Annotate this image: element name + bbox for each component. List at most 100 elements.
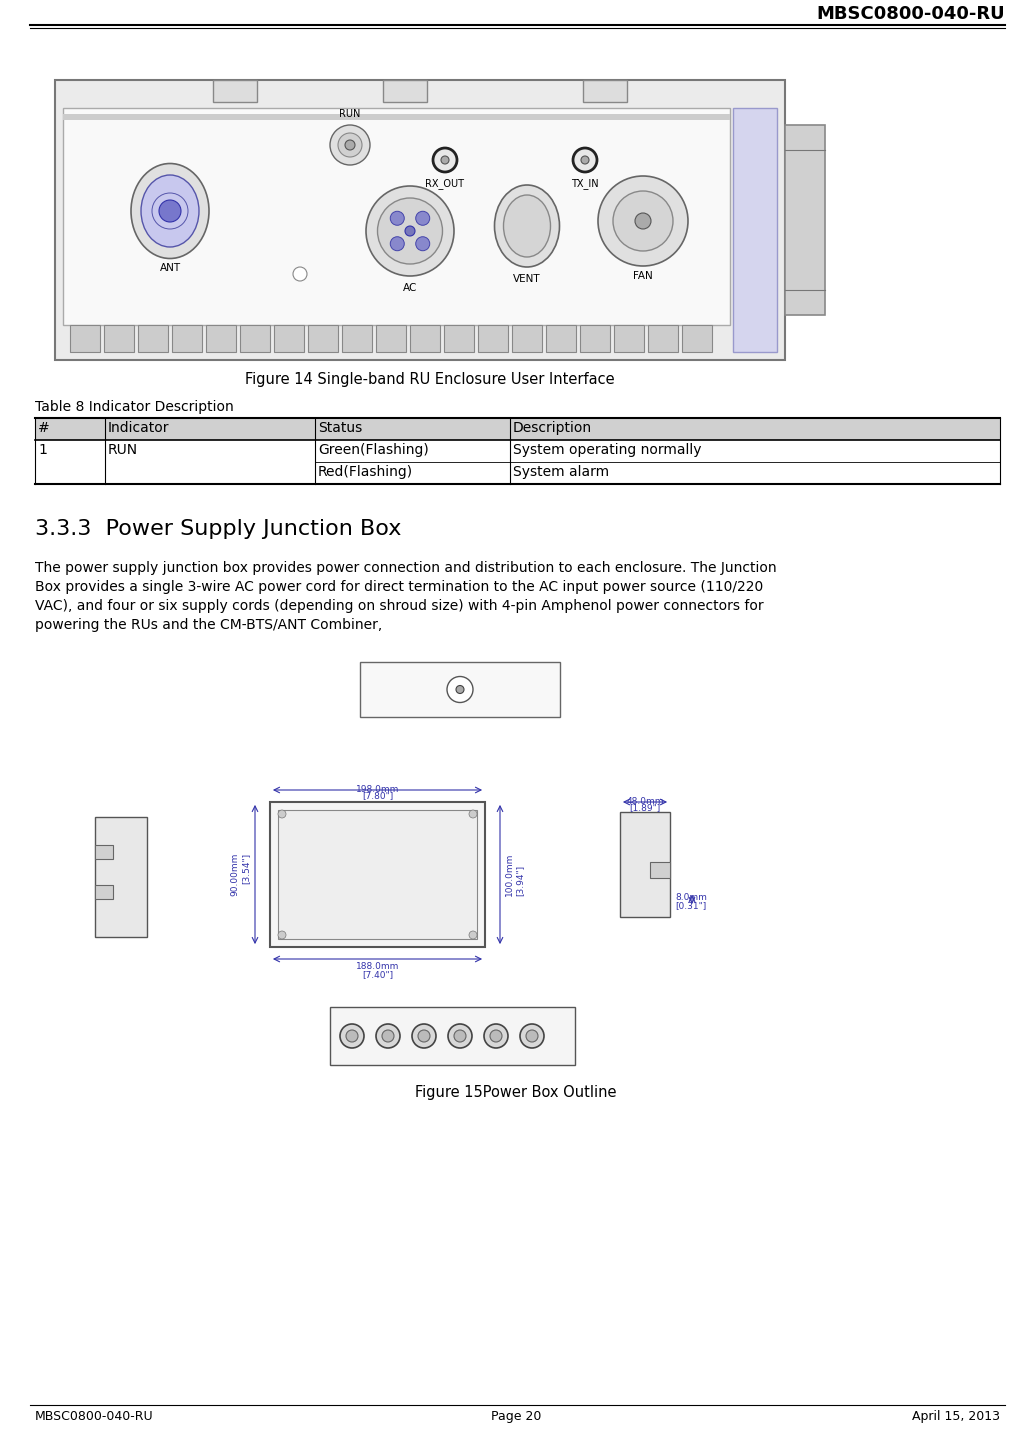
Text: AC: AC xyxy=(402,283,417,293)
Bar xyxy=(95,845,114,859)
Circle shape xyxy=(447,676,473,702)
Bar xyxy=(580,325,610,352)
Bar xyxy=(270,802,485,947)
Ellipse shape xyxy=(131,163,209,259)
Bar xyxy=(138,325,168,352)
Text: RX_OUT: RX_OUT xyxy=(425,177,464,189)
Text: 90.00mm
[3.54"]: 90.00mm [3.54"] xyxy=(230,852,250,897)
Circle shape xyxy=(390,212,405,226)
Text: RUN: RUN xyxy=(108,443,138,458)
Text: Description: Description xyxy=(513,420,592,435)
Bar xyxy=(240,325,270,352)
Bar xyxy=(546,325,576,352)
Circle shape xyxy=(382,1030,394,1042)
Text: The power supply junction box provides power connection and distribution to each: The power supply junction box provides p… xyxy=(35,561,777,575)
Ellipse shape xyxy=(504,194,550,257)
Bar xyxy=(342,325,372,352)
Bar xyxy=(444,325,474,352)
Circle shape xyxy=(330,124,370,164)
Text: April 15, 2013: April 15, 2013 xyxy=(912,1410,1000,1423)
Bar xyxy=(682,325,712,352)
Circle shape xyxy=(573,147,596,172)
Text: Indicator: Indicator xyxy=(108,420,169,435)
Circle shape xyxy=(484,1024,508,1048)
Bar xyxy=(35,418,1000,440)
Circle shape xyxy=(581,156,589,164)
Text: Status: Status xyxy=(318,420,362,435)
Circle shape xyxy=(390,237,405,250)
Bar xyxy=(206,325,236,352)
Text: VAC), and four or six supply cords (depending on shroud size) with 4-pin Ampheno: VAC), and four or six supply cords (depe… xyxy=(35,599,764,613)
Circle shape xyxy=(405,226,415,236)
Circle shape xyxy=(159,200,181,222)
Text: Red(Flashing): Red(Flashing) xyxy=(318,465,413,479)
Circle shape xyxy=(418,1030,430,1042)
Bar xyxy=(308,325,338,352)
Text: powering the RUs and the CM-BTS/ANT Combiner,: powering the RUs and the CM-BTS/ANT Comb… xyxy=(35,618,382,632)
Text: VENT: VENT xyxy=(513,275,541,285)
Text: 1: 1 xyxy=(38,443,46,458)
Bar xyxy=(55,80,785,360)
Bar xyxy=(104,325,134,352)
Text: Page 20: Page 20 xyxy=(491,1410,541,1423)
Bar xyxy=(360,662,560,716)
Text: MBSC0800-040-RU: MBSC0800-040-RU xyxy=(35,1410,154,1423)
Bar xyxy=(785,124,825,315)
Text: System alarm: System alarm xyxy=(513,465,609,479)
Text: [7.80"]: [7.80"] xyxy=(362,791,393,799)
Ellipse shape xyxy=(141,174,199,247)
Circle shape xyxy=(278,809,286,818)
Bar xyxy=(650,862,670,878)
Circle shape xyxy=(293,267,307,282)
Ellipse shape xyxy=(366,186,454,276)
Circle shape xyxy=(454,1030,466,1042)
Text: FAN: FAN xyxy=(633,272,653,282)
Bar xyxy=(278,809,477,940)
Circle shape xyxy=(469,931,477,940)
Circle shape xyxy=(490,1030,502,1042)
Circle shape xyxy=(416,212,429,226)
Bar xyxy=(512,325,542,352)
Circle shape xyxy=(469,809,477,818)
Circle shape xyxy=(456,685,464,694)
Text: ANT: ANT xyxy=(159,263,181,273)
Bar xyxy=(172,325,202,352)
Text: [7.40"]: [7.40"] xyxy=(362,970,393,980)
Circle shape xyxy=(345,140,355,150)
Circle shape xyxy=(448,1024,472,1048)
Circle shape xyxy=(346,1030,358,1042)
Text: #: # xyxy=(38,420,50,435)
Bar xyxy=(63,109,730,325)
Ellipse shape xyxy=(378,197,443,265)
Circle shape xyxy=(376,1024,400,1048)
Text: System operating normally: System operating normally xyxy=(513,443,702,458)
Text: TX_IN: TX_IN xyxy=(571,177,599,189)
Text: 48.0mm: 48.0mm xyxy=(626,797,664,807)
Bar xyxy=(95,885,114,899)
Circle shape xyxy=(613,192,673,252)
Bar xyxy=(733,109,777,352)
Bar xyxy=(614,325,644,352)
Text: Box provides a single 3-wire AC power cord for direct termination to the AC inpu: Box provides a single 3-wire AC power co… xyxy=(35,581,764,593)
Text: Figure 14 Single-band RU Enclosure User Interface: Figure 14 Single-band RU Enclosure User … xyxy=(246,372,615,388)
Ellipse shape xyxy=(494,184,559,267)
Text: 198.0mm: 198.0mm xyxy=(356,785,399,794)
Text: 100.0mm
[3.94"]: 100.0mm [3.94"] xyxy=(505,852,524,897)
Text: Figure 15Power Box Outline: Figure 15Power Box Outline xyxy=(415,1085,617,1100)
Bar xyxy=(376,325,406,352)
Bar xyxy=(648,325,678,352)
Circle shape xyxy=(526,1030,538,1042)
Text: 188.0mm: 188.0mm xyxy=(356,962,399,971)
Text: Green(Flashing): Green(Flashing) xyxy=(318,443,428,458)
Circle shape xyxy=(340,1024,364,1048)
Bar xyxy=(275,325,304,352)
Text: Table 8 Indicator Description: Table 8 Indicator Description xyxy=(35,400,234,415)
Circle shape xyxy=(278,931,286,940)
Circle shape xyxy=(441,156,449,164)
Circle shape xyxy=(433,147,457,172)
Bar xyxy=(383,80,427,102)
Bar xyxy=(583,80,627,102)
Bar xyxy=(620,812,670,917)
Bar xyxy=(95,817,147,937)
Circle shape xyxy=(635,213,651,229)
